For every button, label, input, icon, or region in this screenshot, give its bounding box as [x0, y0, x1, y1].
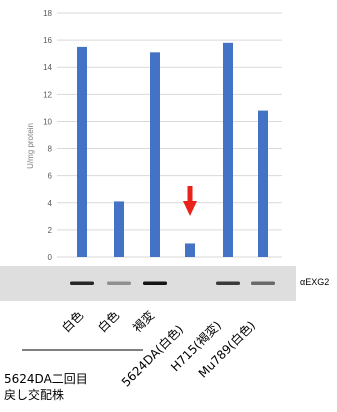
blot-band [216, 281, 240, 285]
y-tick-label: 8 [48, 145, 53, 154]
y-tick-label: 0 [48, 253, 53, 262]
bar [223, 42, 233, 258]
blot-band [70, 281, 94, 285]
bar [114, 201, 124, 257]
blot-label: αEXG2 [300, 277, 329, 287]
bar [150, 52, 160, 257]
gridlines [57, 12, 282, 258]
category-label: 褐変 [130, 308, 158, 336]
category-label: 白色 [59, 308, 87, 336]
footnote-line-1: 5624DA二回目 [4, 372, 88, 386]
y-axis-label: U/mg protein [26, 123, 35, 169]
y-tick-label: 6 [48, 172, 53, 181]
arrow-shaft [187, 186, 193, 202]
bars [77, 42, 268, 258]
arrow-head [183, 201, 197, 216]
bar [185, 243, 195, 257]
blot-band [251, 281, 275, 285]
y-tick-label: 16 [43, 36, 52, 45]
bar [258, 110, 268, 257]
y-tick-label: 4 [48, 199, 53, 208]
y-tick-label: 18 [43, 9, 52, 18]
y-axis-ticks: 0 2 4 6 8 10 12 14 16 18 [43, 9, 52, 262]
western-blot [0, 266, 296, 301]
blot-band [143, 281, 167, 285]
y-tick-label: 14 [43, 63, 52, 72]
bar [77, 46, 87, 258]
category-label: 白色 [95, 308, 123, 336]
y-tick-label: 12 [43, 90, 52, 99]
y-tick-label: 2 [48, 226, 53, 235]
blot-band [107, 281, 131, 285]
y-tick-label: 10 [43, 117, 52, 126]
footnote: 5624DA二回目 戻し交配株 [4, 371, 204, 403]
footnote-line-2: 戻し交配株 [4, 388, 65, 402]
red-arrow-icon [183, 186, 197, 216]
